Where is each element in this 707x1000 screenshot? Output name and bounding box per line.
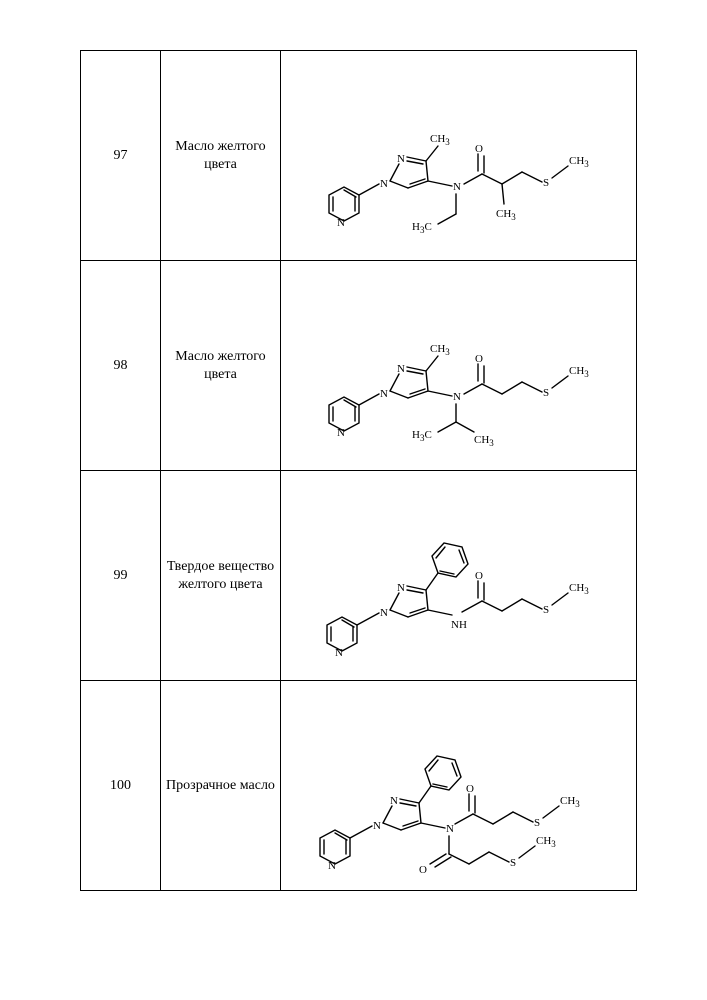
svg-text:S: S — [543, 604, 549, 616]
svg-text:CH3: CH3 — [569, 155, 589, 169]
compound-number: 100 — [110, 778, 131, 793]
svg-text:N: N — [373, 820, 381, 832]
svg-text:N: N — [380, 178, 388, 190]
structure-icon: N N N CH3 N H3C CH3 O — [304, 276, 614, 456]
svg-text:N: N — [337, 217, 345, 229]
svg-text:O: O — [475, 143, 483, 155]
compound-number: 98 — [114, 358, 128, 373]
svg-text:N: N — [397, 582, 405, 594]
page: 97 Масло желтого цвета N N N CH3 N — [0, 0, 707, 941]
compound-number-cell: 97 — [81, 51, 161, 261]
compound-structure-cell: N N N N O S — [281, 681, 637, 891]
svg-text:H3C: H3C — [412, 221, 432, 235]
compound-number: 97 — [114, 148, 128, 163]
compound-description: Масло желтого цвета — [175, 349, 265, 382]
svg-text:S: S — [534, 817, 540, 829]
svg-text:N: N — [397, 153, 405, 165]
compound-structure-cell: N N N CH3 N H3C O — [281, 51, 637, 261]
svg-text:CH3: CH3 — [560, 795, 580, 809]
compound-description-cell: Масло желтого цвета — [161, 51, 281, 261]
svg-text:S: S — [543, 387, 549, 399]
svg-text:S: S — [510, 857, 516, 869]
compound-structure-cell: N N N NH O S — [281, 471, 637, 681]
table-row: 97 Масло желтого цвета N N N CH3 N — [81, 51, 637, 261]
table-row: 99 Твердое вещество желтого цвета N N N — [81, 471, 637, 681]
svg-text:O: O — [419, 864, 427, 876]
svg-text:S: S — [543, 177, 549, 189]
svg-text:N: N — [380, 388, 388, 400]
svg-text:NH: NH — [451, 619, 467, 631]
table-row: 98 Масло желтого цвета N N N CH3 N — [81, 261, 637, 471]
svg-text:CH3: CH3 — [474, 434, 494, 448]
compound-number-cell: 99 — [81, 471, 161, 681]
svg-text:O: O — [475, 353, 483, 365]
structure-icon: N N N N O S — [299, 686, 619, 886]
svg-text:N: N — [335, 647, 343, 659]
compound-description-cell: Прозрачное масло — [161, 681, 281, 891]
table-row: 100 Прозрачное масло N N N N — [81, 681, 637, 891]
svg-text:N: N — [453, 391, 461, 403]
structure-icon: N N N CH3 N H3C O — [304, 66, 614, 246]
svg-text:N: N — [380, 607, 388, 619]
svg-text:N: N — [390, 795, 398, 807]
svg-text:CH3: CH3 — [430, 133, 450, 147]
compound-table: 97 Масло желтого цвета N N N CH3 N — [80, 50, 637, 891]
compound-description-cell: Твердое вещество желтого цвета — [161, 471, 281, 681]
compound-description: Масло желтого цвета — [175, 139, 265, 172]
svg-text:O: O — [466, 783, 474, 795]
svg-text:CH3: CH3 — [430, 343, 450, 357]
svg-text:N: N — [446, 823, 454, 835]
compound-number-cell: 98 — [81, 261, 161, 471]
svg-text:CH3: CH3 — [569, 365, 589, 379]
compound-description: Твердое вещество желтого цвета — [167, 559, 274, 592]
svg-text:N: N — [397, 363, 405, 375]
compound-number-cell: 100 — [81, 681, 161, 891]
compound-description: Прозрачное масло — [166, 778, 275, 793]
svg-text:N: N — [453, 181, 461, 193]
svg-text:CH3: CH3 — [496, 208, 516, 222]
compound-number: 99 — [114, 568, 128, 583]
svg-text:CH3: CH3 — [569, 582, 589, 596]
svg-text:N: N — [328, 860, 336, 872]
compound-structure-cell: N N N CH3 N H3C CH3 O — [281, 261, 637, 471]
compound-description-cell: Масло желтого цвета — [161, 261, 281, 471]
svg-text:H3C: H3C — [412, 429, 432, 443]
svg-text:CH3: CH3 — [536, 835, 556, 849]
structure-icon: N N N NH O S — [304, 481, 614, 671]
svg-text:N: N — [337, 427, 345, 439]
svg-text:O: O — [475, 570, 483, 582]
